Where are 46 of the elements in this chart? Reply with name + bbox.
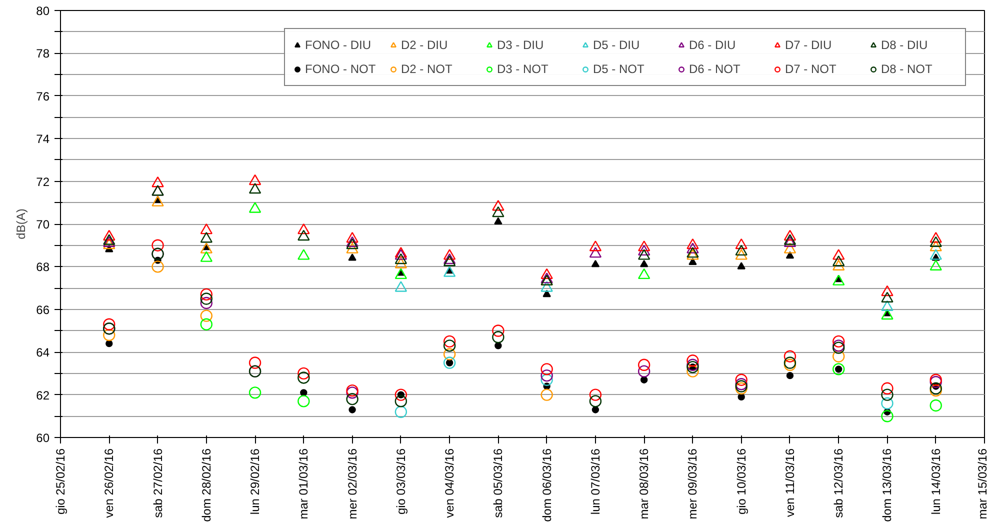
y-tick-label: 68 xyxy=(36,260,50,274)
y-tick-label: 60 xyxy=(36,431,50,445)
y-tick-label: 62 xyxy=(36,388,50,402)
x-tick-label: ven 26/02/16 xyxy=(102,448,116,518)
x-tick-label: mer 09/03/16 xyxy=(686,448,700,520)
x-tick-label: ven 04/03/16 xyxy=(442,448,457,518)
legend-label: D7 - NOT xyxy=(785,61,838,78)
legend-label: FONO - DIU xyxy=(305,37,372,54)
y-tick-label: 66 xyxy=(36,302,50,317)
x-tick-label: mar 08/03/16 xyxy=(637,448,652,520)
x-tick-label: gio 25/02/16 xyxy=(54,448,68,515)
x-tick-label: dom 06/03/16 xyxy=(540,448,554,522)
x-tick-label: sab 12/03/16 xyxy=(832,448,846,518)
y-tick-label: 76 xyxy=(36,89,50,104)
x-tick-label: sab 05/03/16 xyxy=(491,448,506,518)
legend-label: D8 - DIU xyxy=(881,37,929,54)
x-tick-label: mer 02/03/16 xyxy=(345,448,360,520)
x-tick-label: lun 14/03/16 xyxy=(928,448,943,515)
legend-label: D3 - NOT xyxy=(497,61,550,78)
legend-label: D2 - NOT xyxy=(401,61,454,78)
legend-label: D3 - DIU xyxy=(497,37,545,54)
y-tick-label: 74 xyxy=(36,132,50,146)
x-tick-label: lun 07/03/16 xyxy=(588,448,602,515)
legend-label: FONO - NOT xyxy=(305,61,377,78)
legend-label: D7 - DIU xyxy=(785,37,833,54)
y-tick-label: 64 xyxy=(36,346,50,360)
legend-label: D6 - DIU xyxy=(689,37,737,54)
x-tick-label: sab 27/02/16 xyxy=(150,448,165,518)
legend-label: D5 - DIU xyxy=(593,37,641,54)
legend-label: D2 - DIU xyxy=(401,37,449,54)
y-tick-label: 72 xyxy=(36,174,50,189)
legend-label: D8 - NOT xyxy=(881,61,934,78)
x-tick-label: ven 11/03/16 xyxy=(782,448,797,517)
legend-label: D6 - NOT xyxy=(689,61,742,78)
x-tick-label: gio 03/03/16 xyxy=(394,448,408,515)
x-tick-label: mar 01/03/16 xyxy=(296,448,311,520)
x-tick-label: gio 10/03/16 xyxy=(734,448,748,515)
x-tick-label: mar 15/03/16 xyxy=(976,448,989,520)
x-tick-label: lun 29/02/16 xyxy=(248,448,262,515)
y-tick-label: 80 xyxy=(36,4,50,18)
legend-label: D5 - NOT xyxy=(593,61,646,78)
y-axis-title: dB(A) xyxy=(14,208,28,240)
y-tick-label: 78 xyxy=(36,46,50,61)
x-tick-label: dom 13/03/16 xyxy=(880,448,894,522)
y-tick-label: 70 xyxy=(36,218,50,232)
x-tick-label: dom 28/02/16 xyxy=(199,448,214,522)
